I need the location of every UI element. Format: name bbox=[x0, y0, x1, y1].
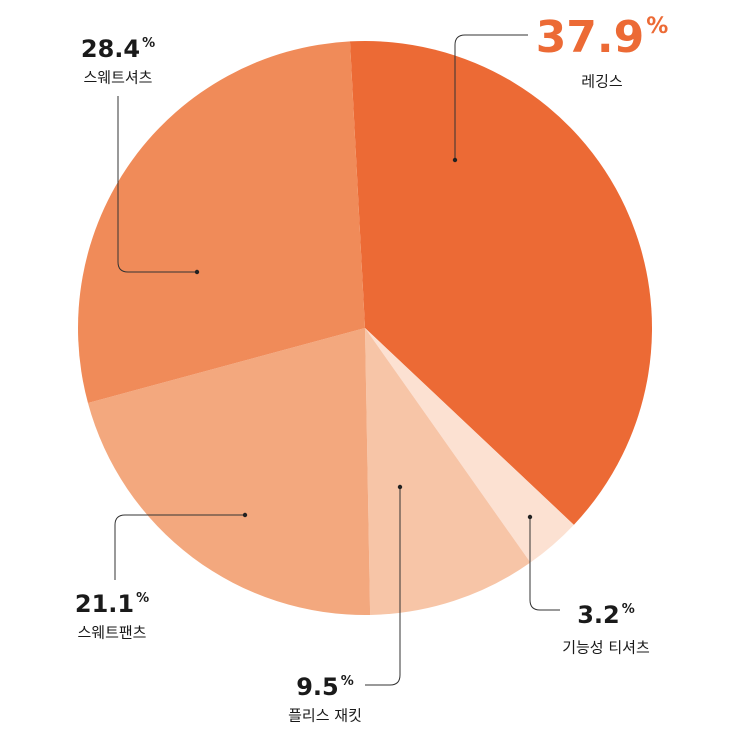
leader-dot bbox=[194, 269, 200, 275]
value-unit: % bbox=[142, 35, 155, 50]
value-number: 21.1 bbox=[75, 590, 134, 618]
leader-dot bbox=[397, 484, 403, 490]
pie-slice bbox=[349, 41, 652, 525]
leader-line bbox=[365, 487, 401, 686]
leader-line bbox=[454, 34, 528, 160]
pie-slice bbox=[77, 41, 365, 403]
pie-slice bbox=[365, 328, 574, 563]
value-number: 28.4 bbox=[81, 35, 140, 63]
leader-line bbox=[117, 96, 197, 273]
leader-dot bbox=[242, 512, 248, 518]
leader-line bbox=[529, 517, 560, 611]
category-label: 플리스 재킷 bbox=[288, 707, 362, 725]
value-label: 9.5% bbox=[296, 673, 354, 701]
value-unit: % bbox=[622, 601, 635, 616]
pie-slice bbox=[87, 328, 371, 615]
value-label: 28.4% bbox=[81, 35, 155, 63]
value-unit: % bbox=[646, 14, 668, 39]
category-label: 기능성 티셔츠 bbox=[562, 639, 650, 657]
value-unit: % bbox=[136, 590, 149, 605]
leader-dot bbox=[527, 514, 533, 520]
leader-dot bbox=[452, 157, 458, 163]
value-number: 3.2 bbox=[577, 601, 620, 629]
category-label: 스웨트팬츠 bbox=[77, 624, 146, 642]
value-label: 3.2% bbox=[577, 601, 635, 629]
category-label: 스웨트셔츠 bbox=[83, 69, 152, 87]
value-unit: % bbox=[341, 673, 354, 688]
pie bbox=[77, 41, 652, 615]
value-number: 37.9 bbox=[536, 12, 645, 63]
category-label: 레깅스 bbox=[581, 73, 623, 91]
pie-slice bbox=[365, 328, 531, 615]
value-label: 21.1% bbox=[75, 590, 149, 618]
value-number: 9.5 bbox=[296, 673, 339, 701]
leader-line bbox=[114, 514, 245, 580]
value-label: 37.9% bbox=[536, 12, 669, 63]
